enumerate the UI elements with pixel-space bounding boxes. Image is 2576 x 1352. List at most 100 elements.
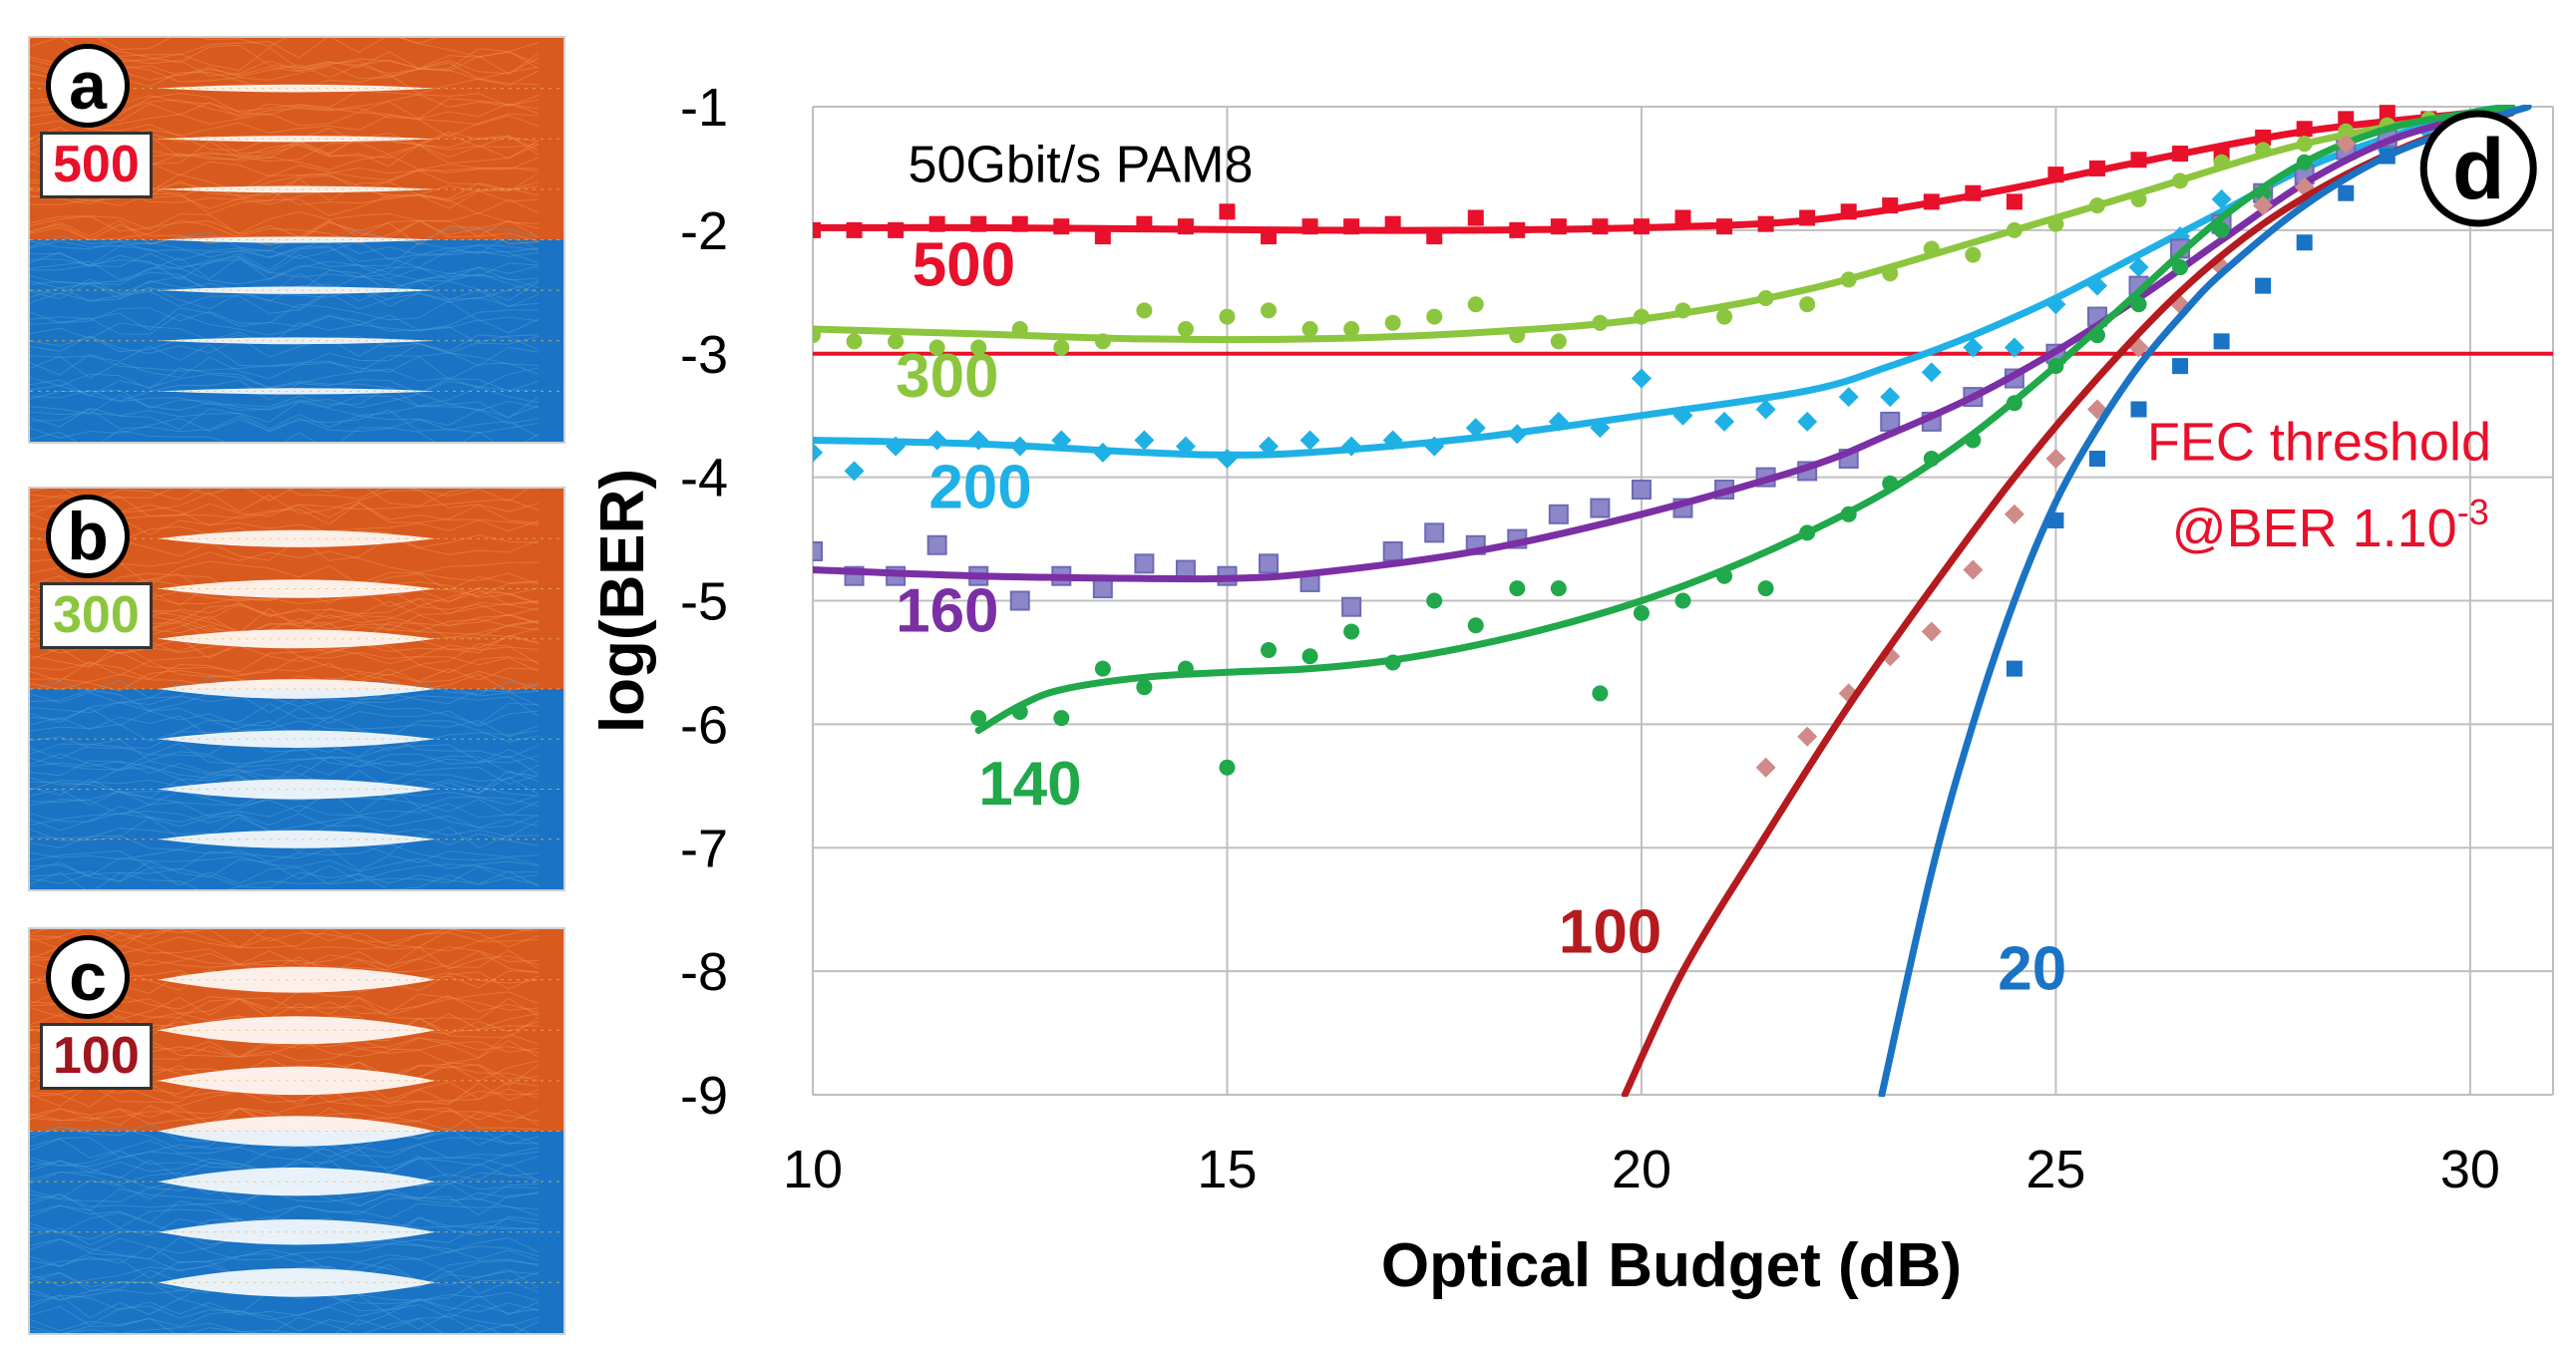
data-point-160 [926, 534, 947, 555]
panel-label-d-text: d [2452, 122, 2505, 217]
eye-opening [158, 136, 436, 143]
data-point-160 [1382, 540, 1403, 561]
eye-opening [158, 1268, 436, 1297]
eye-diagram-a [30, 38, 563, 442]
eye-value-label-b: 300 [40, 582, 153, 650]
data-point-200 [1465, 418, 1486, 439]
eye-trace [30, 867, 540, 887]
eye-trace [30, 213, 540, 238]
data-point-160 [1009, 590, 1030, 611]
data-point-100 [2294, 176, 2315, 197]
data-point-160 [1134, 553, 1155, 574]
eye-opening [158, 337, 436, 345]
eye-opening [158, 236, 436, 243]
data-point-300 [1716, 308, 1733, 325]
panel-label-d: d [2419, 110, 2537, 227]
data-point-500 [1219, 203, 1236, 220]
series-label-160: 160 [896, 576, 998, 645]
eye-trace [30, 1248, 540, 1273]
data-point-300 [1799, 296, 1816, 313]
eye-opening [158, 679, 436, 699]
eye-trace [30, 258, 540, 280]
series-label-100: 100 [1559, 898, 1661, 967]
fit-curve-500 [813, 105, 2515, 234]
eye-opening [158, 1219, 436, 1245]
eye-trace [30, 660, 540, 682]
data-point-140 [2130, 296, 2147, 313]
eye-trace [30, 256, 540, 281]
eye-value-label-c: 100 [40, 1023, 153, 1091]
data-point-200 [1755, 399, 1776, 420]
data-point-20 [2130, 401, 2147, 418]
eye-trace [30, 101, 540, 123]
data-point-100 [1797, 726, 1818, 747]
data-point-300 [1550, 333, 1567, 350]
data-point-300 [1467, 296, 1484, 313]
panel-label-c: c [46, 935, 130, 1019]
eye-trace [30, 1316, 532, 1333]
chart-title: 50Gbit/s PAM8 [909, 136, 1254, 193]
data-point-160 [1092, 578, 1113, 599]
panel-label-d-circle [2419, 110, 2537, 227]
data-point-140 [1467, 617, 1484, 634]
y-tick-label: -1 [680, 78, 728, 138]
eye-trace [30, 300, 540, 324]
eye-trace [30, 409, 540, 434]
eye-trace [30, 389, 540, 412]
data-point-160 [1590, 498, 1611, 518]
eye-trace [30, 743, 540, 765]
eye-trace [30, 1200, 540, 1224]
eye-diagram-b [30, 489, 563, 889]
y-tick-label: -8 [680, 942, 728, 1002]
x-tick-label: 15 [1197, 1140, 1257, 1199]
eye-opening [158, 966, 436, 993]
fit-curve-300 [813, 105, 2515, 344]
data-point-100 [2336, 134, 2357, 155]
ber-chart: -1 -2 -3 -4 -5 -6 -7 -8 -9 10 15 20 25 30 Optical Budg… [588, 78, 2554, 1300]
data-point-100 [2004, 504, 2024, 524]
data-point-200 [1299, 430, 1320, 451]
data-point-500 [1094, 228, 1111, 245]
data-point-200 [1921, 362, 1942, 383]
data-point-200 [1714, 411, 1735, 432]
data-point-200 [1631, 368, 1652, 389]
data-point-20 [2296, 234, 2313, 251]
data-point-300 [846, 333, 863, 350]
eye-trace [30, 427, 540, 442]
eye-trace [30, 996, 540, 1021]
data-point-140 [970, 710, 987, 727]
eye-trace [30, 813, 540, 833]
eye-opening [158, 579, 436, 598]
data-point-300 [928, 339, 945, 356]
eye-trace [30, 766, 540, 788]
eye-trace [30, 871, 540, 889]
eye-trace [30, 1317, 540, 1333]
data-point-200 [1838, 387, 1859, 408]
y-tick-label: -7 [680, 819, 728, 878]
eye-trace [30, 1192, 540, 1216]
eye-value-label-a: 500 [40, 132, 153, 199]
data-point-200 [1963, 337, 1984, 358]
eye-trace [30, 112, 540, 131]
eye-trace [30, 306, 540, 331]
eye-trace [30, 38, 439, 51]
eye-trace [30, 847, 540, 871]
eye-trace [30, 929, 540, 952]
series-label-300: 300 [896, 342, 998, 411]
data-point-200 [2128, 257, 2149, 278]
fit-curve-20 [1878, 105, 2532, 1097]
y-tick-label: -2 [680, 201, 728, 261]
eye-opening [158, 629, 436, 649]
eye-opening [158, 1066, 436, 1096]
eye-trace [30, 334, 540, 358]
eye-trace [30, 240, 540, 260]
eye-trace [30, 264, 540, 285]
x-tick-label: 25 [2025, 1140, 2085, 1199]
eye-trace [30, 242, 540, 267]
data-point-20 [2338, 184, 2355, 201]
data-point-140 [1094, 660, 1111, 677]
eye-opening [158, 388, 436, 395]
eye-trace [30, 736, 540, 762]
data-point-20 [2088, 451, 2105, 468]
